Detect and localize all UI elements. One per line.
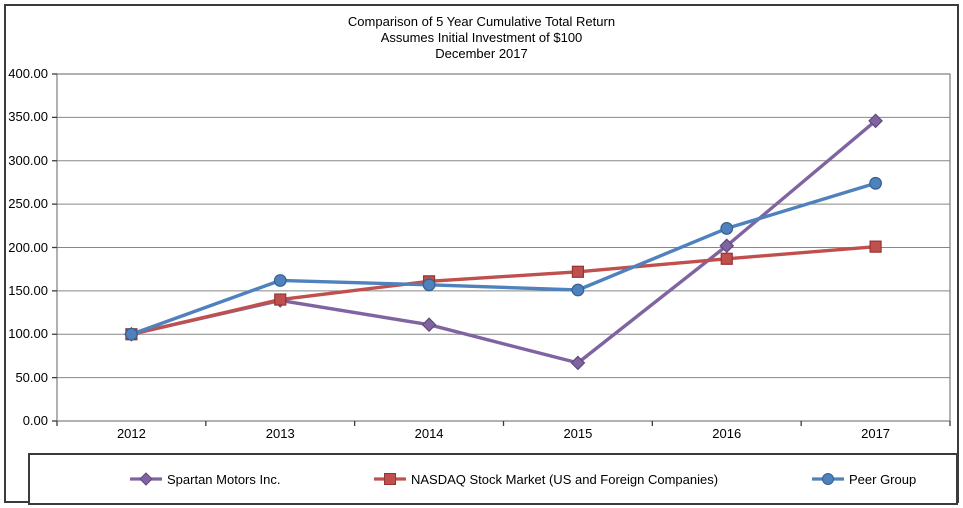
y-tick-label: 150.00 xyxy=(8,282,48,298)
x-tick-label: 2017 xyxy=(861,426,891,441)
chart-title-line3: December 2017 xyxy=(435,46,528,61)
legend-label: NASDAQ Stock Market (US and Foreign Comp… xyxy=(411,471,719,487)
legend-marker-diamond-icon xyxy=(130,472,162,486)
y-tick-label: 300.00 xyxy=(8,152,48,168)
series-line xyxy=(129,181,878,336)
legend-item-spartan-motors: Spartan Motors Inc. xyxy=(128,455,280,503)
series-line xyxy=(129,244,878,336)
y-tick-label: 200.00 xyxy=(8,239,48,255)
data-point-marker-square xyxy=(274,293,287,306)
y-tick-label: 50.00 xyxy=(15,369,48,385)
data-point-marker-diamond xyxy=(868,113,883,129)
x-tick-label: 2015 xyxy=(563,426,593,441)
legend-label: Peer Group xyxy=(849,471,917,487)
legend: Spartan Motors Inc. NASDAQ Stock Market … xyxy=(28,453,958,505)
series-line xyxy=(129,119,878,365)
data-point-marker-circle xyxy=(422,278,436,292)
legend-item-peer-group: Peer Group xyxy=(810,455,916,503)
y-tick-label: 400.00 xyxy=(8,66,48,81)
legend-label: Spartan Motors Inc. xyxy=(167,471,281,487)
chart-title-line1: Comparison of 5 Year Cumulative Total Re… xyxy=(347,14,616,29)
data-point-marker-square xyxy=(869,240,882,253)
data-point-marker-circle xyxy=(869,176,882,190)
x-tick-label: 2013 xyxy=(265,426,295,441)
x-tick-label: 2012 xyxy=(116,426,146,441)
x-tick-label: 2016 xyxy=(712,426,742,441)
data-point-marker-square xyxy=(720,252,733,265)
data-point-marker-diamond xyxy=(719,238,735,254)
y-tick-label: 0.00 xyxy=(22,413,48,428)
data-point-marker-diamond xyxy=(421,317,437,333)
data-point-marker-circle xyxy=(125,327,138,341)
legend-marker-square-icon xyxy=(374,473,406,485)
legend-marker-circle-icon xyxy=(812,473,844,485)
data-point-marker-square xyxy=(571,265,585,278)
chart-title-line2: Assumes Initial Investment of $100 xyxy=(380,30,583,45)
data-point-marker-circle xyxy=(273,274,287,287)
x-tick-label: 2014 xyxy=(414,426,444,441)
y-tick-label: 100.00 xyxy=(8,326,48,342)
legend-item-nasdaq: NASDAQ Stock Market (US and Foreign Comp… xyxy=(372,455,718,503)
chart-title: Comparison of 5 Year Cumulative Total Re… xyxy=(0,14,963,62)
y-tick-label: 350.00 xyxy=(8,109,48,125)
data-point-marker-circle xyxy=(571,283,585,297)
y-tick-label: 250.00 xyxy=(8,196,48,212)
data-point-marker-diamond xyxy=(570,355,586,371)
data-point-marker-circle xyxy=(720,222,734,235)
